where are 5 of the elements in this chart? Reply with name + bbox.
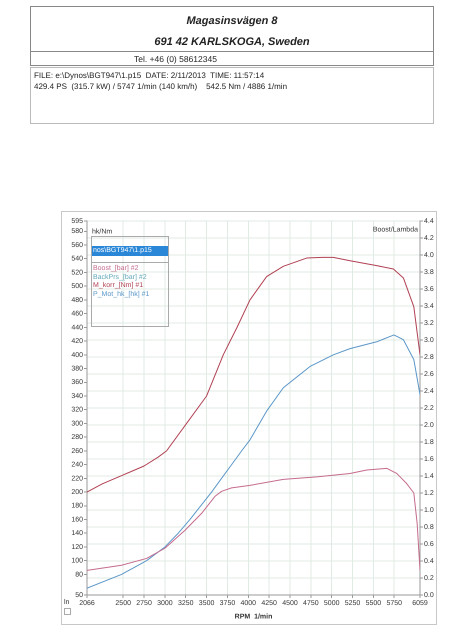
text: Magasinsvägen 8 <box>185 15 279 27</box>
text: 691 42 KARLSKOGA, Sweden <box>153 36 311 48</box>
text: 429.4 PS (315.7 kW) / 5747 1/min (140 km/h) 542.5 Nm / 4886 1/min <box>34 82 288 91</box>
text: Tel. +46 (0) 58612345 <box>134 54 217 64</box>
text: FILE: e:\Dynos\BGT947\1.p15 DATE: 2/11/2013 TIME: 11:57:14 <box>34 71 264 80</box>
